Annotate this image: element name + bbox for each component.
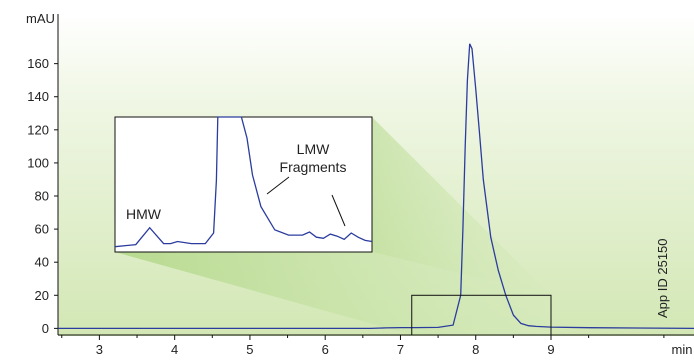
app-id-label: App ID 25150 [655,238,670,318]
y-tick-label: 0 [42,321,49,336]
x-tick-label: 5 [246,342,253,357]
y-tick-label: 120 [27,122,49,137]
y-tick-label: 60 [35,222,49,237]
x-tick-label: 7 [397,342,404,357]
inset-trace [114,116,373,248]
y-tick-label: 140 [27,89,49,104]
zoom-region-box [411,294,552,336]
zoom-funnel-upper [372,117,551,296]
chromatogram-trace [58,43,694,330]
y-axis: 0 20 40 60 80 100 120 140 160 [27,14,59,336]
annotation-leader-2 [331,194,346,227]
annotation-leader-1 [266,176,290,195]
x-axis: 3 4 5 6 7 8 9 [58,334,694,357]
zoom-funnel-lower [115,252,551,335]
y-tick-label: 20 [35,288,49,303]
x-tick-label: 8 [472,342,479,357]
inset-zoom-panel: HMW LMW Fragments [114,116,373,253]
annotation-lmw: LMW [297,141,330,157]
y-tick-label: 160 [27,56,49,71]
y-tick-label: 100 [27,155,49,170]
x-axis-label: min [672,342,693,357]
annotation-hmw: HMW [126,206,162,222]
x-tick-label: 6 [322,342,329,357]
y-tick-label: 80 [35,189,49,204]
y-tick-label: 40 [35,255,49,270]
annotation-fragments: Fragments [280,159,347,175]
inset-frame [114,116,373,253]
x-tick-label: 3 [96,342,103,357]
x-tick-label: 9 [547,342,554,357]
y-axis-label: mAU [26,11,55,26]
x-tick-label: 4 [171,342,178,357]
